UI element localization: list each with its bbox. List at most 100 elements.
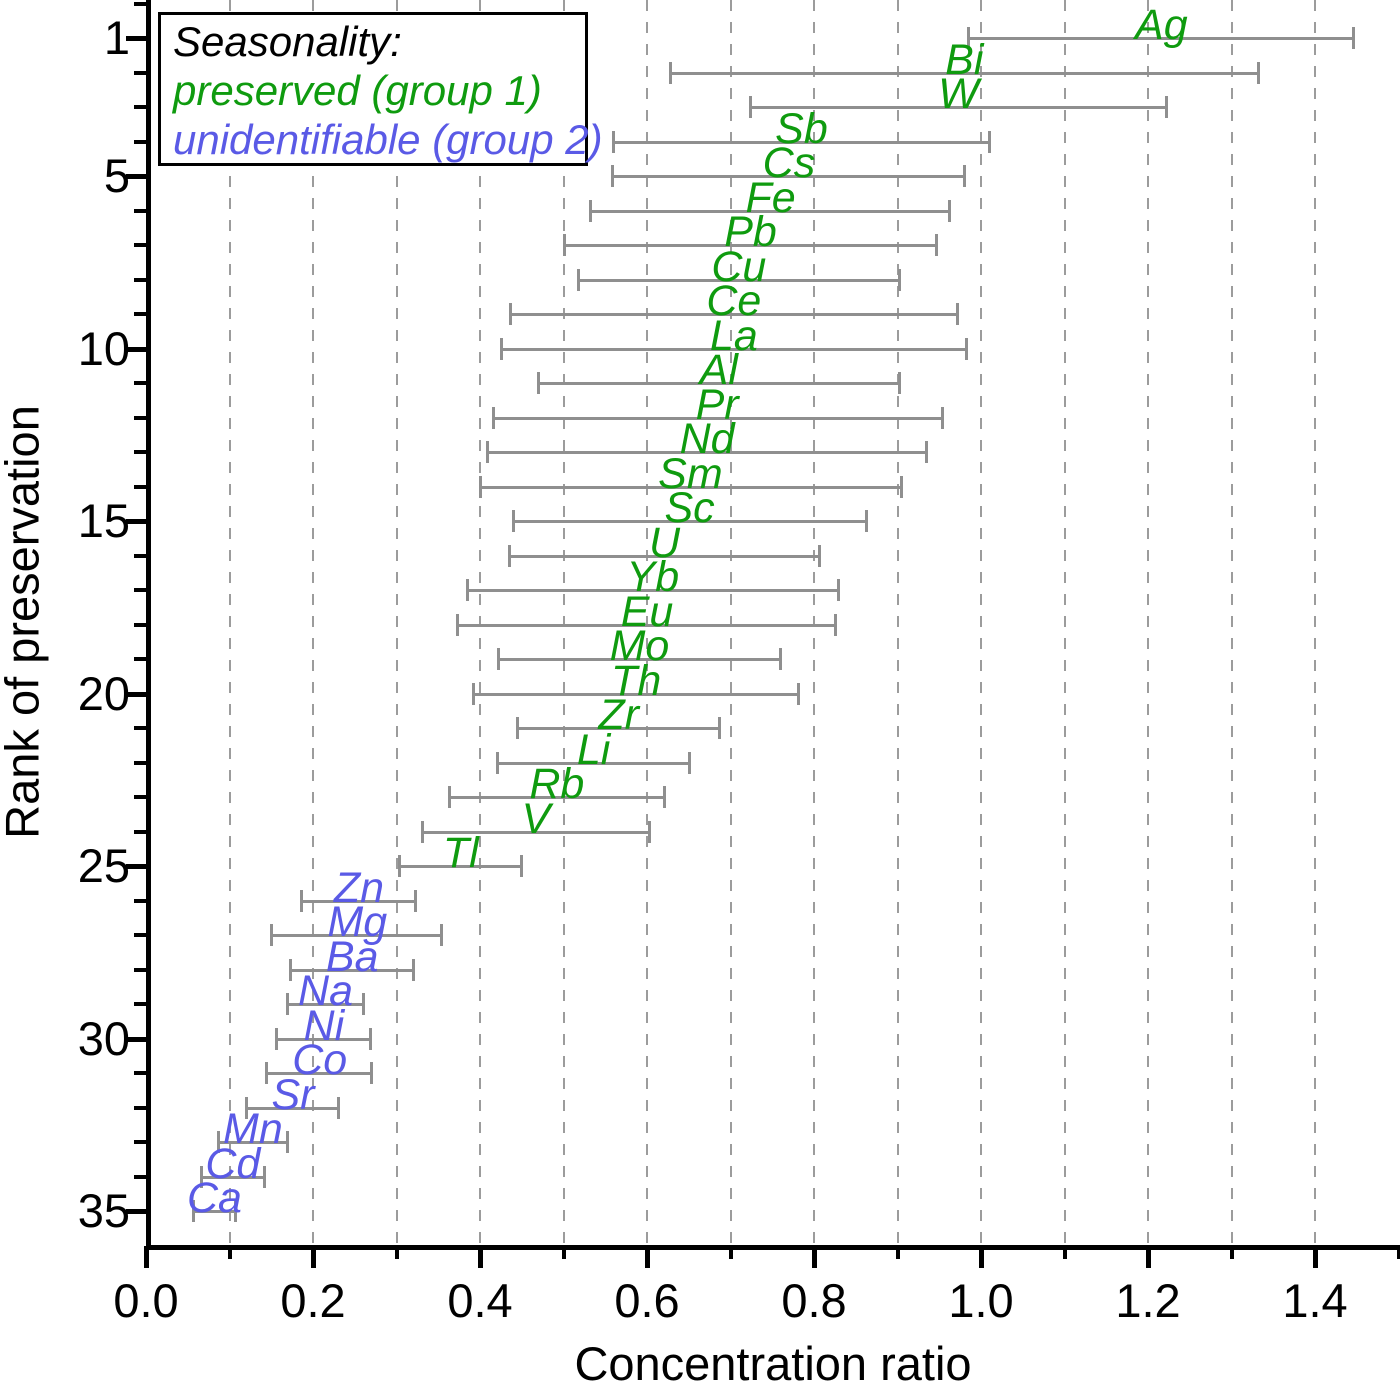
y-minor-tick <box>134 898 146 903</box>
error-bar-cap-left <box>300 889 304 912</box>
error-bar-cap-right <box>519 855 523 877</box>
y-tick-label: 15 <box>77 494 130 547</box>
error-bar <box>449 796 665 799</box>
element-label: Mg <box>327 898 388 946</box>
error-bar-cap-right <box>817 544 821 567</box>
error-bar-cap-right <box>717 717 721 739</box>
x-tick-label: 0.0 <box>113 1274 179 1327</box>
y-minor-tick <box>134 312 146 316</box>
error-bar-cap-right <box>796 682 800 705</box>
gridline <box>479 0 481 1245</box>
element-label: Nd <box>679 415 735 463</box>
error-bar-cap-left <box>576 268 580 291</box>
error-bar <box>498 658 781 661</box>
y-tick-label: 5 <box>103 149 130 202</box>
error-bar-cap-left <box>515 717 519 739</box>
error-bar <box>480 485 902 489</box>
y-minor-tick <box>134 139 146 144</box>
error-bar-cap-right <box>864 510 868 532</box>
error-bar <box>276 1037 371 1041</box>
element-label: Ca <box>186 1174 242 1222</box>
error-bar <box>486 451 927 454</box>
y-minor-tick <box>134 70 146 75</box>
gridline <box>1314 0 1316 1245</box>
y-major-tick <box>126 691 146 697</box>
error-bar-cap-left <box>668 61 672 84</box>
element-label: W <box>938 70 979 118</box>
element-label: Yb <box>626 553 680 601</box>
error-bar <box>246 1106 339 1110</box>
error-bar-cap-left <box>270 924 274 946</box>
error-bar-cap-right <box>837 579 841 601</box>
error-bar <box>590 209 951 213</box>
y-minor-tick <box>134 450 146 454</box>
y-minor-tick <box>134 726 146 730</box>
legend-item-preserved: preserved (group 1) <box>173 67 542 114</box>
error-bar-cap-left <box>537 372 541 394</box>
x-minor-tick <box>1229 1246 1234 1259</box>
error-bar-cap-left <box>495 751 499 774</box>
x-tick-label: 0.6 <box>614 1274 680 1327</box>
gridline <box>562 0 565 1245</box>
error-bar <box>473 692 799 696</box>
y-minor-tick <box>134 588 146 592</box>
x-tick-label: 0.2 <box>280 1274 346 1327</box>
error-bar-cap-left <box>497 648 501 670</box>
error-bar <box>500 347 967 351</box>
error-bar-cap-right <box>964 337 968 360</box>
gridline <box>646 0 648 1245</box>
legend: Seasonality: preserved (group 1) unident… <box>158 12 603 166</box>
error-bar-cap-left <box>485 441 489 463</box>
error-bar-cap-left <box>216 1131 220 1153</box>
y-minor-tick <box>134 243 146 247</box>
error-bar <box>217 1141 288 1144</box>
error-bar-cap-left <box>275 1027 279 1050</box>
element-label: Cd <box>205 1139 261 1188</box>
error-bar-cap-right <box>361 993 365 1015</box>
error-bar-cap-left <box>499 337 503 360</box>
error-bar-cap-left <box>466 579 470 601</box>
element-label: Al <box>699 346 738 394</box>
error-bar-cap-left <box>245 1096 249 1119</box>
element-label: Rb <box>529 760 585 808</box>
error-bar-cap-right <box>368 1027 372 1050</box>
legend-title: Seasonality: <box>173 18 402 65</box>
error-bar-cap-right <box>413 889 417 912</box>
error-bar-cap-right <box>956 303 960 325</box>
error-bar <box>201 1175 265 1179</box>
error-bar <box>509 554 820 558</box>
element-label: Sm <box>658 449 723 498</box>
error-bar <box>266 1072 373 1075</box>
x-minor-tick <box>227 1246 232 1259</box>
y-major-tick <box>126 864 146 869</box>
error-bar <box>422 830 650 834</box>
y-major-tick <box>126 519 146 524</box>
error-bar <box>457 623 836 627</box>
error-bar-cap-left <box>508 544 512 567</box>
error-bar-cap-right <box>370 1062 374 1084</box>
error-bar <box>271 934 443 937</box>
error-bar <box>968 37 1355 40</box>
error-bar-cap-left <box>563 234 567 256</box>
element-label: Zr <box>598 691 639 739</box>
x-major-tick <box>311 1246 316 1268</box>
y-tick-label: 30 <box>77 1011 130 1065</box>
x-major-tick <box>478 1246 483 1268</box>
error-bar <box>510 313 959 316</box>
y-minor-tick <box>134 1002 146 1006</box>
y-minor-tick <box>134 657 146 661</box>
error-bar-cap-right <box>924 441 928 463</box>
x-major-tick <box>812 1246 817 1268</box>
error-bar-cap-right <box>687 751 691 774</box>
error-bar-cap-left <box>967 27 971 49</box>
y-minor-tick <box>134 484 146 489</box>
error-bar-cap-left <box>611 130 615 153</box>
error-bar-cap-left <box>200 1165 204 1188</box>
x-major-tick <box>1313 1246 1318 1268</box>
element-label: Fe <box>745 173 796 222</box>
error-bar <box>399 865 522 868</box>
gridline <box>729 0 732 1245</box>
y-minor-tick <box>134 415 146 420</box>
error-bar-cap-right <box>285 1131 289 1153</box>
